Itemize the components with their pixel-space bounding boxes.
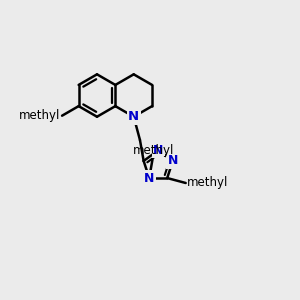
Text: methyl: methyl bbox=[187, 176, 229, 190]
Text: methyl: methyl bbox=[19, 109, 61, 122]
Text: methyl: methyl bbox=[133, 144, 175, 157]
Text: N: N bbox=[144, 172, 154, 184]
Text: N: N bbox=[168, 154, 178, 167]
Text: N: N bbox=[153, 144, 164, 157]
Text: N: N bbox=[128, 110, 139, 123]
